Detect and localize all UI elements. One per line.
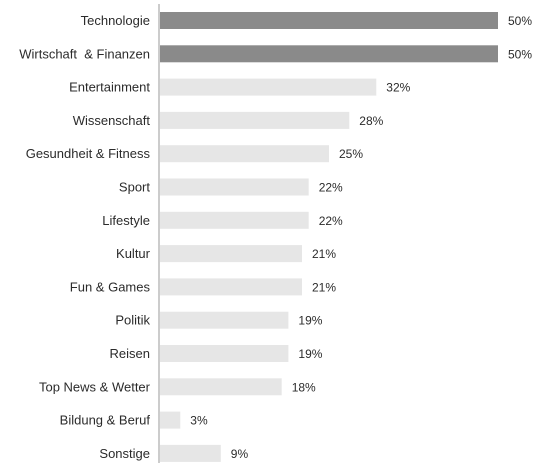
bar-2 [160,78,377,96]
value-label: 25% [339,147,363,161]
bar-6 [160,211,309,229]
bar-0 [160,12,498,29]
category-label: Reisen [110,346,150,361]
value-label: 32% [386,81,410,95]
bar-1 [160,45,498,63]
category-label: Entertainment [69,80,150,95]
value-label: 19% [298,347,322,361]
bar-13 [160,444,221,462]
value-label: 50% [508,47,532,61]
category-label: Kultur [116,246,151,261]
category-label: Politik [115,313,150,328]
category-label: Gesundheit & Fitness [26,146,151,161]
category-label: Wissenschaft [73,113,151,128]
bar-12 [160,411,181,429]
category-label: Bildung & Beruf [60,413,151,428]
bar-11 [160,378,282,396]
category-label: Technologie [81,13,150,28]
value-label: 22% [319,181,343,195]
labels-group: Technologie 50% Wirtschaft & Finanzen 50% En… [19,13,532,461]
value-label: 21% [312,247,336,261]
value-label: 50% [508,14,532,28]
bar-8 [160,278,302,296]
bar-7 [160,245,302,263]
bar-10 [160,345,289,362]
bars-group [160,12,498,462]
value-label: 22% [319,214,343,228]
category-label: Lifestyle [102,213,150,228]
value-label: 19% [298,314,322,328]
value-label: 18% [292,380,316,394]
bar-5 [160,178,309,196]
value-label: 21% [312,280,336,294]
value-label: 3% [190,414,208,428]
category-label: Fun & Games [70,279,151,294]
value-label: 28% [359,114,383,128]
category-label: Sonstige [99,446,150,461]
category-label: Sport [119,180,150,195]
bar-9 [160,311,289,329]
category-label: Top News & Wetter [39,379,151,394]
value-label: 9% [231,447,249,461]
bar-4 [160,145,329,163]
category-label: Wirtschaft & Finanzen [19,46,150,61]
bar-3 [160,111,350,129]
